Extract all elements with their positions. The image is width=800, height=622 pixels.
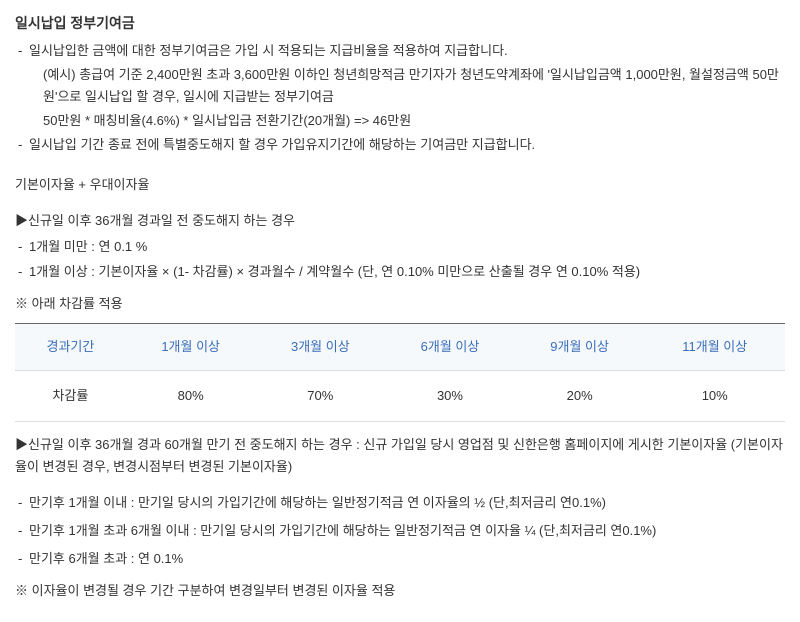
bullet-item: 일시납입 기간 종료 전에 특별중도해지 할 경우 가입유지기간에 해당하는 기… (15, 134, 785, 156)
table-row: 차감률 80% 70% 30% 20% 10% (15, 370, 785, 421)
table-header: 9개월 이상 (515, 323, 645, 370)
example-line: (예시) 총급여 기준 2,400만원 초과 3,600만원 이하인 청년희망적… (15, 64, 785, 108)
table-cell: 70% (255, 370, 385, 421)
bullet-item: 만기후 1개월 초과 6개월 이내 : 만기일 당시의 가입기간에 해당하는 일… (15, 520, 785, 542)
table-header: 1개월 이상 (126, 323, 256, 370)
table-header: 6개월 이상 (385, 323, 515, 370)
section-title: 일시납입 정부기여금 (15, 12, 785, 36)
table-cell: 차감률 (15, 370, 126, 421)
example-line: 50만원 * 매칭비율(4.6%) * 일시납입금 전환기간(20개월) => … (15, 110, 785, 132)
bullet-item: 만기후 1개월 이내 : 만기일 당시의 가입기간에 해당하는 일반정기적금 연… (15, 492, 785, 514)
table-header: 11개월 이상 (644, 323, 785, 370)
bullet-item: 만기후 6개월 초과 : 연 0.1% (15, 548, 785, 570)
deduction-rate-table: 경과기간 1개월 이상 3개월 이상 6개월 이상 9개월 이상 11개월 이상… (15, 323, 785, 422)
table-cell: 20% (515, 370, 645, 421)
table-cell: 10% (644, 370, 785, 421)
bullet-item: 1개월 미만 : 연 0.1 % (15, 236, 785, 258)
table-cell: 80% (126, 370, 256, 421)
bullet-item: 일시납입한 금액에 대한 정부기여금은 가입 시 적용되는 지급비율을 적용하여… (15, 40, 785, 62)
table-note: ※ 아래 차감률 적용 (15, 293, 785, 315)
rate-header: 기본이자율 + 우대이자율 (15, 174, 785, 196)
table-cell: 30% (385, 370, 515, 421)
sub-heading: ▶신규일 이후 36개월 경과 60개월 만기 전 중도해지 하는 경우 : 신… (15, 434, 785, 478)
sub-heading: ▶신규일 이후 36개월 경과일 전 중도해지 하는 경우 (15, 210, 785, 232)
final-note: ※ 이자율이 변경될 경우 기간 구분하여 변경일부터 변경된 이자율 적용 (15, 580, 785, 602)
table-header: 3개월 이상 (255, 323, 385, 370)
bullet-item: 1개월 이상 : 기본이자율 × (1- 차감률) × 경과월수 / 계약월수 … (15, 261, 785, 283)
table-header: 경과기간 (15, 323, 126, 370)
